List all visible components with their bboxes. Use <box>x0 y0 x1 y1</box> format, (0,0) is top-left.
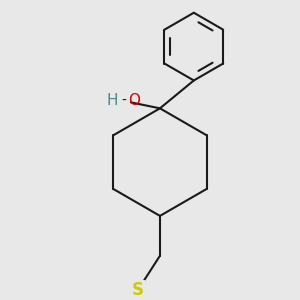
Text: -: - <box>122 93 127 107</box>
Text: H: H <box>106 93 118 108</box>
Text: S: S <box>132 280 144 298</box>
Text: O: O <box>128 93 140 108</box>
